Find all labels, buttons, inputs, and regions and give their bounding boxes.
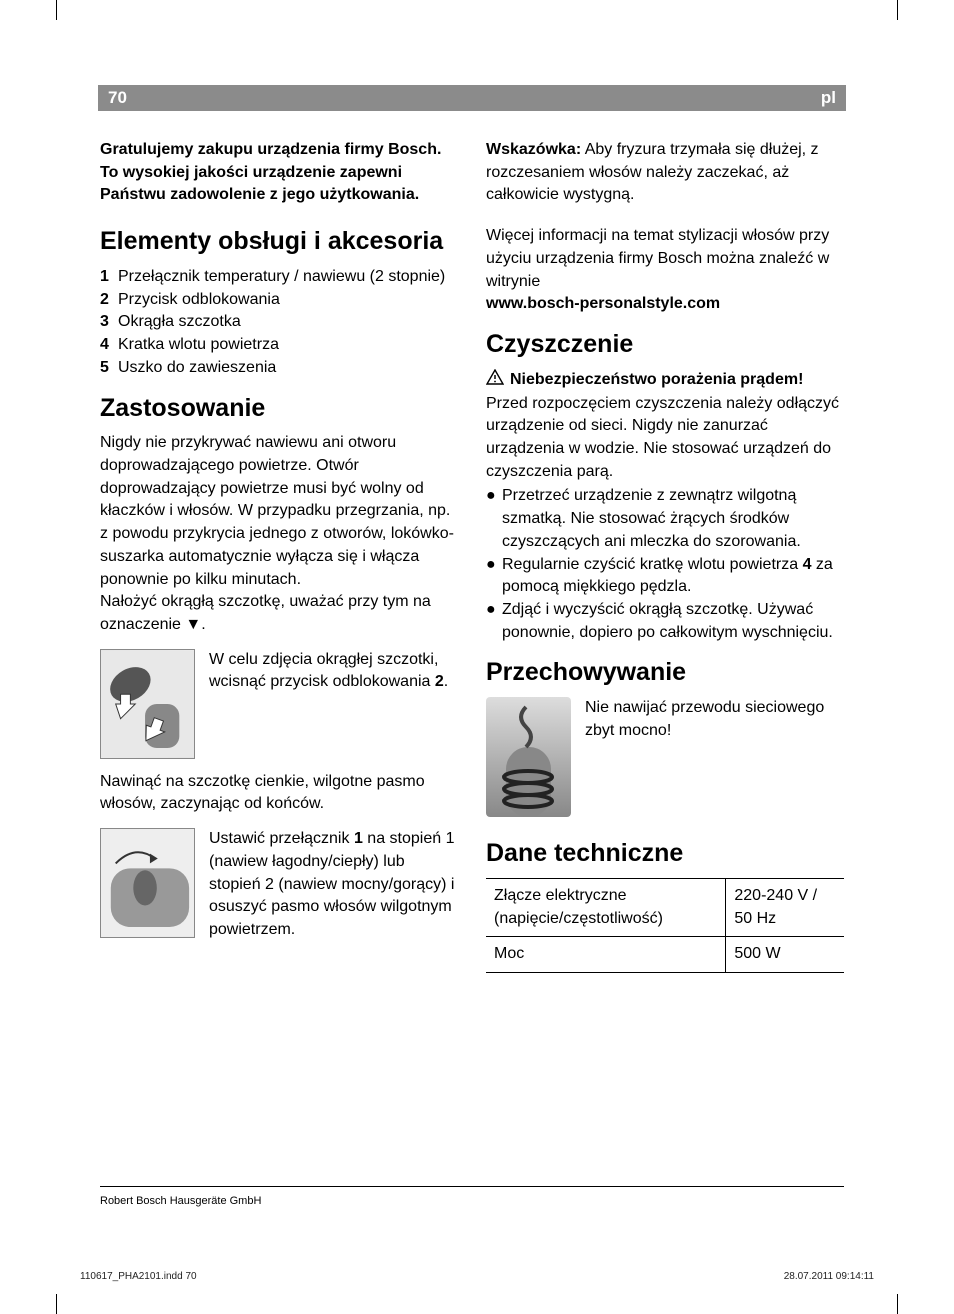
clean-bullets: ●Przetrzeć urządzenie z zewnątrz wilgotn…: [486, 485, 844, 644]
table-row: Złącze elektryczne (napięcie/częstotliwo…: [486, 878, 844, 936]
intro-line1: Gratulujemy zakupu urządzenia firmy Bosc…: [100, 139, 458, 162]
section-storage-title: Przechowywanie: [486, 658, 844, 687]
intro-text: Gratulujemy zakupu urządzenia firmy Bosc…: [100, 139, 458, 207]
crop-marks-bottom: [0, 1284, 954, 1314]
moreinfo-url: www.bosch-personalstyle.com: [486, 293, 844, 316]
footer-divider: [100, 1186, 844, 1187]
list-item: 4Kratka wlotu powietrza: [100, 334, 458, 357]
section-use-title: Zastosowanie: [100, 394, 458, 423]
switch-setting-figure: [100, 828, 195, 938]
bullet-item: ●Zdjąć i wyczyścić okrągłą szczotkę. Uży…: [486, 599, 844, 644]
tip-paragraph: Wskazówka: Aby fryzura trzymała się dłuż…: [486, 139, 844, 207]
intro-line2: To wysokiej jakości urządzenie zapewni P…: [100, 162, 458, 207]
storage-text: Nie nawijać przewodu sieciowego zbyt moc…: [585, 697, 844, 742]
spec-value: 220-240 V / 50 Hz: [726, 878, 844, 936]
list-item: 2Przycisk odblokowania: [100, 289, 458, 312]
spec-label: Moc: [486, 937, 726, 973]
bullet-item: ●Regularnie czyścić kratkę wlotu powietr…: [486, 554, 844, 599]
spec-value: 500 W: [726, 937, 844, 973]
crop-marks-top: [0, 0, 954, 30]
page-header-bar: 70 pl: [98, 85, 846, 111]
page-lang: pl: [821, 88, 836, 108]
brush-release-figure: [100, 649, 195, 759]
use-paragraph-1: Nigdy nie przykrywać nawiewu ani otworu …: [100, 432, 458, 591]
bullet-item: ●Przetrzeć urządzenie z zewnątrz wilgotn…: [486, 485, 844, 553]
page-content: 70 pl Gratulujemy zakupu urządzenia firm…: [100, 85, 844, 1219]
figure-1-caption: W celu zdjęcia okrągłej szczotki, wcisną…: [209, 649, 458, 694]
print-file: 110617_PHA2101.indd 70: [80, 1271, 197, 1282]
table-row: Moc 500 W: [486, 937, 844, 973]
use-paragraph-2: Nałożyć okrągłą szczotkę, uważać przy ty…: [100, 591, 458, 636]
storage-figure: [486, 697, 571, 817]
storage-row: Nie nawijać przewodu sieciowego zbyt moc…: [486, 697, 844, 817]
moreinfo-text: Więcej informacji na temat stylizacji wł…: [486, 225, 844, 293]
elements-list: 1Przełącznik temperatury / nawiewu (2 st…: [100, 266, 458, 380]
print-datetime: 28.07.2011 09:14:11: [784, 1271, 874, 1282]
warning-text: Niebezpieczeństwo porażenia prądem!: [510, 369, 803, 393]
use-paragraph-3: Nawinąć na szczotkę cienkie, wilgotne pa…: [100, 771, 458, 816]
section-spec-title: Dane techniczne: [486, 839, 844, 868]
list-item: 5Uszko do zawieszenia: [100, 357, 458, 380]
page-number: 70: [108, 88, 127, 108]
spec-table: Złącze elektryczne (napięcie/częstotliwo…: [486, 878, 844, 973]
clean-paragraph-1: Przed rozpoczęciem czyszczenia należy od…: [486, 393, 844, 484]
list-item: 3Okrągła szczotka: [100, 311, 458, 334]
section-elements-title: Elementy obsługi i akcesoria: [100, 227, 458, 256]
figure-row-1: W celu zdjęcia okrągłej szczotki, wcisną…: [100, 649, 458, 759]
spec-label: Złącze elektryczne (napięcie/częstotliwo…: [486, 878, 726, 936]
warning-icon: [486, 369, 504, 393]
figure-row-2: Ustawić przełącznik 1 na stopień 1 (nawi…: [100, 828, 458, 942]
print-footer: 110617_PHA2101.indd 70 28.07.2011 09:14:…: [80, 1271, 874, 1282]
left-column: Gratulujemy zakupu urządzenia firmy Bosc…: [100, 139, 458, 973]
figure-2-caption: Ustawić przełącznik 1 na stopień 1 (nawi…: [209, 828, 458, 942]
warning-row: Niebezpieczeństwo porażenia prądem!: [486, 369, 844, 393]
right-column: Wskazówka: Aby fryzura trzymała się dłuż…: [486, 139, 844, 973]
footer-company: Robert Bosch Hausgeräte GmbH: [100, 1195, 261, 1207]
section-clean-title: Czyszczenie: [486, 330, 844, 359]
list-item: 1Przełącznik temperatury / nawiewu (2 st…: [100, 266, 458, 289]
